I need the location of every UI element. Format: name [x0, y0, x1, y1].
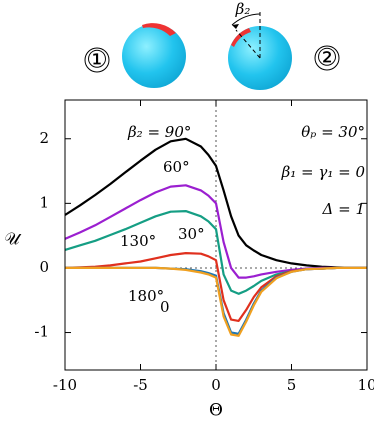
- annotation: Δ = 1: [322, 200, 365, 218]
- panel-label: ②: [316, 44, 338, 72]
- y-tick-label: 1: [39, 193, 49, 211]
- series-label: 60°: [163, 158, 190, 176]
- series-line: [65, 266, 367, 337]
- sphere-1: [122, 23, 186, 88]
- x-tick-label: -10: [53, 376, 77, 394]
- y-axis-label: 𝒰: [4, 230, 22, 250]
- y-tick-label: 0: [39, 258, 49, 276]
- series-label: 0: [160, 298, 170, 316]
- annotation: β₁ = γ₁ = 0: [281, 163, 366, 181]
- x-tick-label: 0: [211, 376, 221, 394]
- y-tick-label: -1: [34, 323, 49, 341]
- series-label: 30°: [178, 225, 205, 243]
- annotation: θₚ = 30°: [301, 123, 365, 141]
- x-tick-label: 5: [287, 376, 297, 394]
- angle-label: β₂: [235, 0, 251, 18]
- series-label: β₂ = 90°: [127, 123, 191, 141]
- series-label: 180°: [128, 287, 164, 305]
- sphere-2: [228, 12, 292, 90]
- circle-badge: [84, 47, 110, 73]
- x-tick-label: 10: [357, 376, 374, 394]
- plot-frame: [64, 99, 368, 371]
- y-tick-label: 2: [39, 129, 49, 147]
- circle-badge: [314, 45, 340, 71]
- x-tick-label: -5: [133, 376, 148, 394]
- series-line: [64, 137, 367, 269]
- panel-label: ①: [86, 46, 108, 74]
- series-label: 130°: [120, 232, 156, 250]
- x-axis-label: Θ: [209, 401, 223, 421]
